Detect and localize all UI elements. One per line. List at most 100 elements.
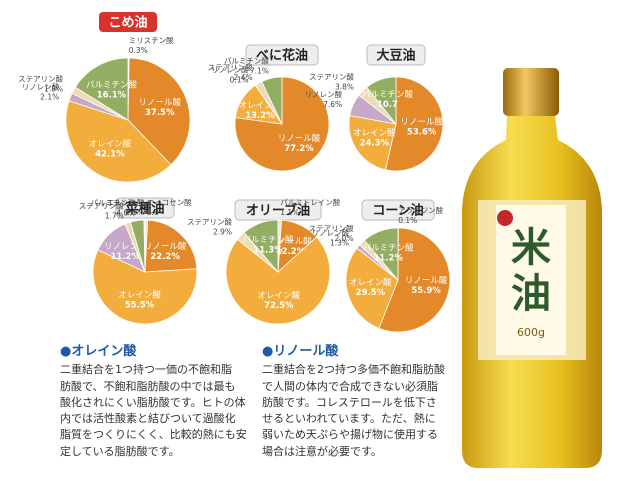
slice-value: 4.0%: [116, 209, 135, 218]
slice-value: 10.7: [377, 100, 398, 110]
slice-name: リノール酸: [405, 275, 448, 286]
note-heading: ●オレイン酸: [60, 344, 137, 359]
slice-value: 1.1%: [280, 208, 299, 217]
slice-name: エイコセン酸: [147, 197, 192, 207]
slice-value: 22.2%: [150, 252, 180, 262]
slice-name: リノレン酸: [312, 228, 350, 238]
slice-name: リノレン酸: [22, 82, 60, 92]
slice-name: パルミチン酸: [90, 198, 135, 208]
slice-name: パルミトレイン酸: [280, 197, 340, 207]
note-line: 酸化されにくい脂肪酸です。ヒトの体: [60, 395, 246, 409]
slice-value: 2.4%: [234, 73, 253, 82]
chart-title: 菜種油: [124, 201, 164, 217]
title-box: [361, 199, 435, 221]
slice-name: アラキジン酸: [398, 205, 443, 215]
slice-value: 0.8: [147, 208, 159, 217]
title-box: [99, 12, 157, 32]
note-linoleic: ●リノール酸 二重結合を2つ持つ多価不飽和脂肪酸 で人間の体内で合成できない必須脂肪…: [262, 344, 452, 460]
slice-value: 42.1%: [95, 149, 125, 159]
slice-name: ミリスチン酸: [129, 35, 174, 45]
pie-slice: [225, 236, 331, 325]
note-line: 二重結合を1つ持つ一価の不飽和脂: [60, 363, 232, 377]
bottle-weight: 600g: [517, 326, 545, 339]
slice-value: 1.8%: [44, 84, 63, 93]
slice-value: 29.5%: [356, 288, 386, 298]
slice-value: 2.1%: [40, 93, 59, 102]
slice-name: ステアリン酸: [187, 216, 232, 226]
chart-title: 大豆油: [376, 48, 415, 64]
pie-slice: [127, 57, 191, 166]
slice-name: パルミチン酸: [362, 89, 414, 100]
slice-value: 37.5%: [145, 108, 175, 118]
note-oleic: ●オレイン酸 二重結合を1つ持つ一価の不飽和脂 肪酸で、不飽和脂肪酸の中では最も 酸化…: [60, 344, 250, 460]
pie-slice: [144, 219, 198, 273]
note-line: 定している脂肪酸です。: [60, 444, 180, 458]
slice-value: 53.6%: [407, 127, 437, 137]
title-box: [366, 44, 426, 66]
slice-value: 12.2%: [276, 247, 306, 257]
slice-value: 0.1%: [398, 216, 417, 225]
pie-slice: [143, 219, 146, 273]
slice-name: リノール酸: [139, 97, 182, 108]
slice-name: オレイン酸: [239, 100, 282, 111]
note-line: 弱いため天ぷらや揚げ物に使用する: [262, 428, 438, 442]
chart-title: オリーブ油: [246, 203, 310, 219]
chart-title: こめ油: [108, 15, 147, 31]
slice-value: 13.2%: [245, 111, 275, 121]
note-line: 内では活性酸素と結びついて過酸化: [60, 412, 236, 426]
pie-slice: [92, 249, 198, 325]
title-box: [245, 44, 319, 66]
pie-slice: [74, 57, 129, 121]
slice-name: エルシン酸: [107, 197, 145, 207]
note-line: 肪酸です。コレステロールを低下さ: [262, 395, 437, 409]
chart-title: コーン油: [372, 203, 423, 219]
slice-name: パルミチン酸: [243, 235, 295, 246]
slice-value: 11.2%: [373, 254, 403, 264]
slice-value: 72.5%: [264, 301, 294, 311]
slice-value: 24.3%: [360, 139, 390, 149]
slice-name: リノレン酸: [104, 241, 147, 252]
title-box: [115, 197, 175, 219]
slice-name: オレイン酸: [89, 138, 132, 149]
pie-slice: [261, 76, 283, 125]
note-line: 二重結合を2つ持つ多価不飽和脂肪酸: [262, 363, 445, 377]
slice-name: ステアリン酸: [18, 73, 63, 83]
slice-name: オレイン酸: [118, 290, 161, 301]
pie-slice: [363, 227, 399, 282]
slice-value: 11.3%: [253, 246, 283, 256]
slice-name: リノレン酸: [211, 64, 249, 74]
slice-name: リノール酸: [269, 236, 312, 247]
note-line: で人間の体内で合成できない必須脂: [262, 379, 438, 393]
slice-name: オレイン酸: [258, 290, 301, 301]
slice-value: 7.6%: [323, 100, 342, 109]
slice-value: 55.9%: [411, 286, 441, 296]
bottle: [462, 68, 602, 468]
pie-slice: [384, 76, 444, 172]
pie-slice: [348, 115, 397, 171]
slice-value: 55.5%: [125, 301, 155, 311]
slice-name: パルミチン酸: [363, 243, 415, 254]
slice-value: 3.8%: [335, 83, 354, 92]
pie-slice: [345, 247, 399, 329]
slice-value: 7.1%: [250, 66, 269, 75]
slice-value: 0.3%: [129, 46, 148, 55]
slice-value: 16.1%: [97, 91, 127, 101]
slice-name: リノール酸: [278, 133, 321, 144]
slice-name: ステアリン酸: [208, 62, 253, 72]
chart-title: べに花油: [256, 48, 308, 64]
slice-value: 0.3%: [125, 208, 144, 217]
slice-name: オレイン酸: [349, 277, 392, 288]
pie-slice: [243, 219, 279, 274]
pie-slice: [366, 76, 397, 126]
slice-value: 11.2%: [111, 252, 141, 262]
pie-slice: [65, 100, 172, 183]
slice-value: 77.2%: [284, 144, 314, 154]
slice-value: 2.0%: [335, 234, 354, 243]
note-line: せるといわれています。ただ、熱に: [262, 412, 436, 426]
slice-name: ステアリン酸: [309, 223, 354, 233]
slice-name: オレイン酸: [353, 128, 396, 139]
slice-name: ステアリン酸: [79, 201, 124, 211]
note-line: 場合は注意が必要です。: [262, 444, 382, 458]
